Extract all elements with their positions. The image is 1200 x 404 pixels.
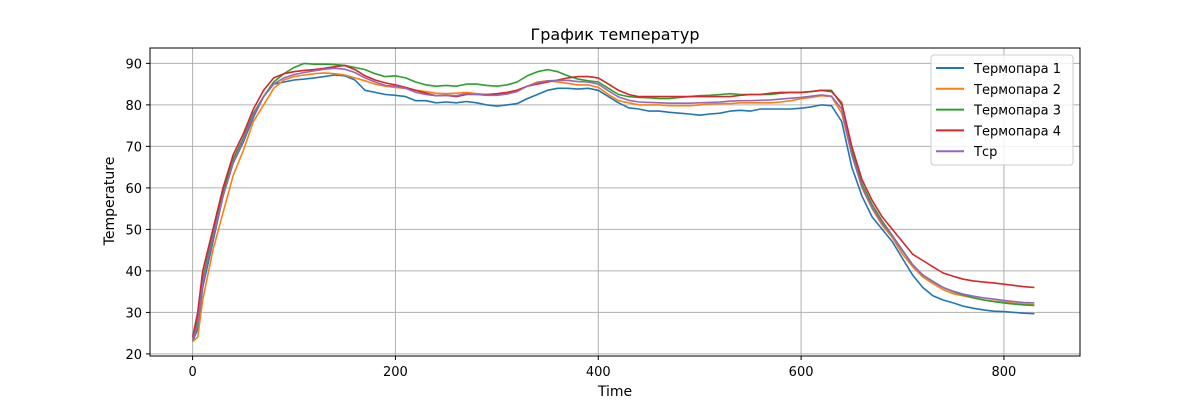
y-tick-label: 40 [125,265,142,280]
grid [150,48,1080,356]
y-tick-label: 80 [125,99,142,114]
x-tick-label: 200 [383,365,408,380]
y-tick-label: 30 [125,306,142,321]
legend: Термопара 1 Термопара 2 Термопара 3 Термопа… [930,54,1074,166]
x-tick-label: 0 [188,365,196,380]
plot-frame [149,47,1081,357]
legend-label: Термопара 4 [973,124,1061,139]
series-line-1 [191,74,1035,342]
y-tick-label: 90 [125,57,142,72]
chart-title: График температур [531,25,700,44]
legend-label: Тср [973,145,997,160]
legend-label: Термопара 3 [973,104,1061,119]
series-line-5 [191,67,1035,340]
y-tick-label: 20 [125,348,142,363]
axis-ticks: 0 200 400 600 800 20 30 40 50 60 70 80 90 [125,57,1016,380]
x-tick-label: 400 [586,365,611,380]
x-tick-label: 600 [789,365,814,380]
series-line-4 [191,64,1035,338]
legend-box [930,54,1074,166]
x-tick-label: 800 [992,365,1017,380]
y-axis-label: Temperature [102,157,118,247]
y-tick-label: 60 [125,182,142,197]
y-tick-label: 50 [125,223,142,238]
x-axis-label: Time [597,384,632,400]
series-line-2 [192,72,1035,343]
legend-label: Термопара 2 [973,83,1061,98]
legend-label: Термопара 1 [973,62,1061,77]
plot-lines [191,62,1035,343]
y-tick-label: 70 [125,140,142,155]
